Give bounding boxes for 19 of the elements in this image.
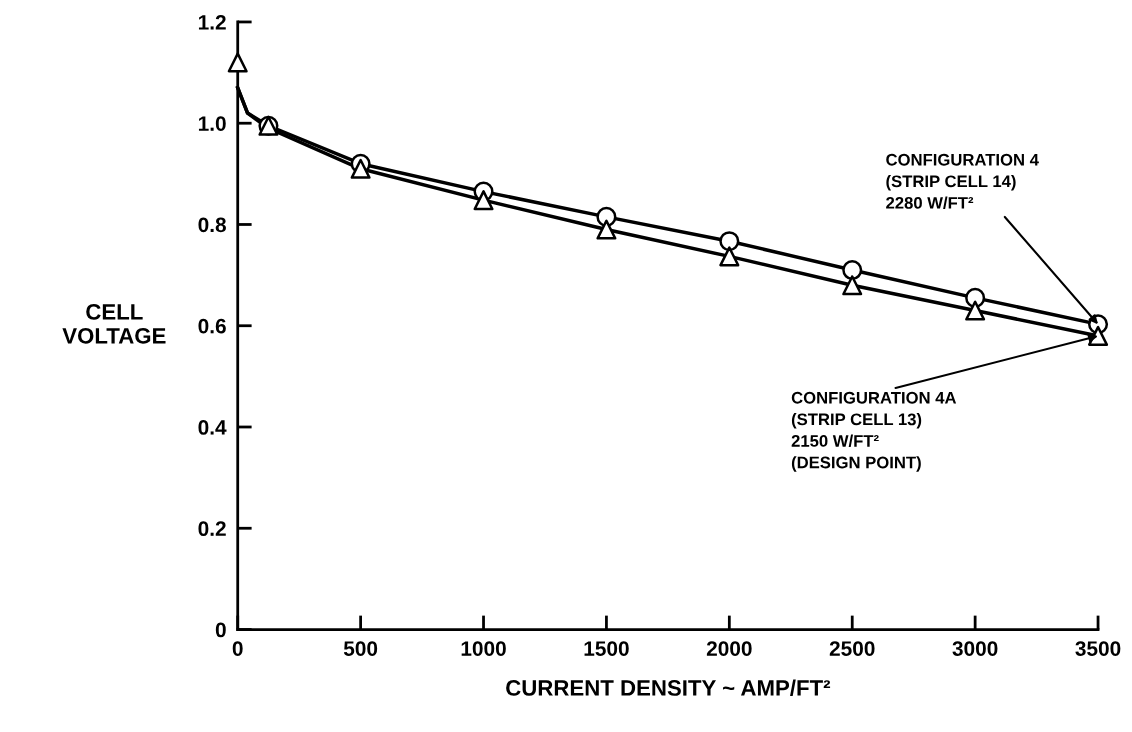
x-tick-label: 3500: [1075, 641, 1121, 656]
y-tick-label: 0.6: [198, 318, 226, 334]
x-tick-label: 3000: [952, 641, 998, 656]
x-tick-label: 0: [232, 641, 243, 656]
y-tick-label: 0.4: [198, 420, 227, 435]
x-tick-label: 1500: [584, 641, 629, 656]
y-axis-title: CELL VOLTAGE: [62, 304, 166, 344]
annotation: CONFIGURATION 4 (STRIP CELL 14) 2280 W/FT²: [886, 153, 1039, 209]
y-tick-label: 0.2: [198, 521, 226, 537]
y-tick-label: 1.0: [198, 116, 226, 131]
x-tick-label: 2500: [829, 641, 875, 656]
x-tick-label: 1000: [461, 641, 506, 656]
x-axis-title: CURRENT DENSITY ~ AMP/FT²: [506, 679, 831, 697]
y-tick-label: 0.8: [198, 217, 226, 233]
y-tick-label: 0: [215, 622, 226, 638]
x-tick-label: 500: [343, 641, 378, 656]
x-tick-label: 2000: [706, 641, 752, 656]
y-tick-label: 1.2: [198, 14, 226, 30]
annotation: CONFIGURATION 4A (STRIP CELL 13) 2150 W/FT² (DESIGN POINT): [791, 391, 957, 472]
